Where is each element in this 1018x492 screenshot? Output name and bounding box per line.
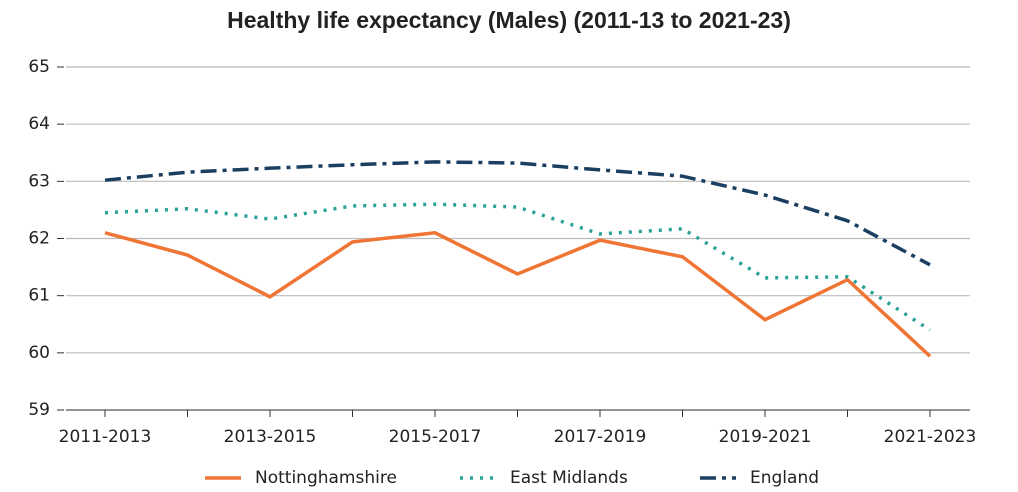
x-tick-label: 2019-2021 [719,427,812,447]
x-tick-label: 2021-2023 [884,427,977,447]
series-line [104,230,932,358]
series-line [104,202,931,332]
y-tick-label: 63 [28,171,50,191]
x-tick-label: 2013-2015 [224,427,317,447]
y-tick-label: 59 [28,400,50,420]
series-line [104,160,931,267]
legend-label: East Midlands [510,468,628,488]
x-tick-label: 2011-2013 [59,427,152,447]
chart-title: Healthy life expectancy (Males) (2011-13… [227,7,791,33]
y-tick-label: 64 [28,114,50,134]
legend-label: England [750,468,819,488]
y-tick-label: 62 [28,229,50,249]
y-tick-label: 60 [28,343,50,363]
x-tick-label: 2015-2017 [389,427,482,447]
x-tick-label: 2017-2019 [554,427,647,447]
y-tick-label: 65 [28,57,50,77]
y-tick-label: 61 [28,286,50,306]
legend-label: Nottinghamshire [255,468,397,488]
